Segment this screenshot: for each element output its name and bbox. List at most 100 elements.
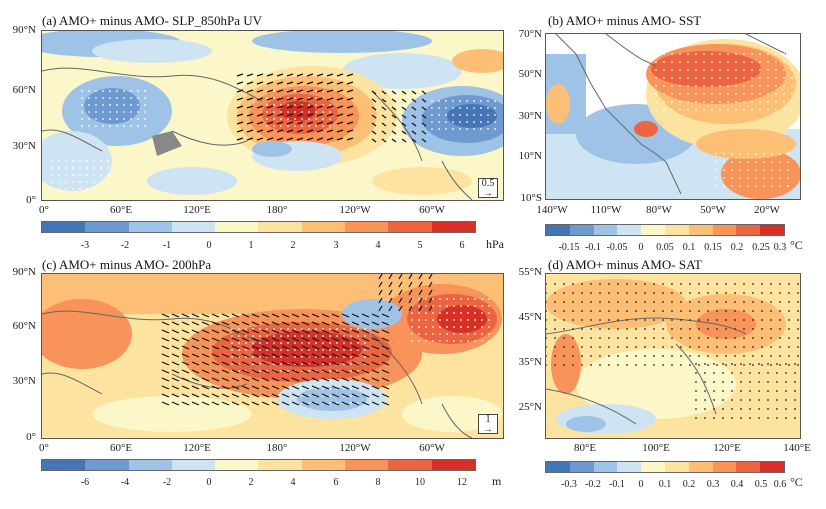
panel-a-cbar-label: 1 xyxy=(248,240,254,251)
slp-wind-map xyxy=(41,30,504,201)
panel-d-cbar-label: 0.6 xyxy=(773,479,787,490)
colorbar-swatch xyxy=(664,462,689,472)
panel-a-xtick: 0° xyxy=(39,204,49,216)
colorbar-swatch xyxy=(593,462,618,472)
colorbar-swatch xyxy=(301,222,346,232)
panel-c-xtick: 60°W xyxy=(419,442,445,454)
panel-c-xtick: 0° xyxy=(39,442,49,454)
panel-c-xtick: 60°E xyxy=(109,442,133,454)
panel-c-cbar-label: 10 xyxy=(415,477,425,488)
panel-a-title: (a) AMO+ minus AMO- SLP_850hPa UV xyxy=(42,13,263,28)
panel-c-ytick: 30°N xyxy=(12,375,36,387)
colorbar-swatch xyxy=(736,225,761,235)
colorbar-swatch xyxy=(569,462,594,472)
panel-a-cbar-label: 5 xyxy=(417,240,423,251)
panel-b-cbar-label: 0 xyxy=(638,242,644,253)
panel-c-ytick: 60°N xyxy=(12,320,36,332)
panel-a-ytick: 90°N xyxy=(12,24,36,36)
panel-d-cbar-label: 0.2 xyxy=(682,479,696,490)
panel-a-xtick: 60°E xyxy=(109,204,133,216)
panel-c-unit: m xyxy=(492,474,502,488)
panel-b-cbar-label: -0.05 xyxy=(606,242,628,253)
panel-c-cbar-label: 12 xyxy=(457,477,467,488)
colorbar-swatch xyxy=(617,462,642,472)
panel-b-cbar-label: 0.2 xyxy=(730,242,744,253)
panel-b-cbar-label: -0.15 xyxy=(558,242,580,253)
panel-b-xtick: 50°W xyxy=(700,204,726,216)
colorbar-swatch xyxy=(42,222,86,232)
colorbar-swatch xyxy=(215,222,259,232)
panel-a-xtick: 120°E xyxy=(183,204,211,216)
colorbar-swatch xyxy=(617,225,642,235)
panel-b-cbar-label: 0.3 xyxy=(773,242,787,253)
colorbar-swatch xyxy=(388,460,432,470)
colorbar-swatch xyxy=(546,462,570,472)
panel-b-title: (b) AMO+ minus AMO- SST xyxy=(548,13,702,28)
panel-d-cbar-label: -0.3 xyxy=(561,479,577,490)
panel-c-cbar-label: -2 xyxy=(162,477,172,488)
panel-d-ytick: 55°N xyxy=(518,266,542,278)
panel-b-colorbar xyxy=(545,224,785,236)
panel-d-cbar-label: 0.1 xyxy=(658,479,672,490)
colorbar-swatch xyxy=(688,225,713,235)
panel-c-cbar-label: 8 xyxy=(375,477,381,488)
panel-a-xtick: 180° xyxy=(266,204,288,216)
sst-field xyxy=(546,34,800,199)
sat-field xyxy=(546,274,800,438)
colorbar-swatch xyxy=(712,462,737,472)
colorbar-swatch xyxy=(128,222,172,232)
panel-a-cbar-label: -3 xyxy=(80,240,90,251)
panel-d-cbar-label: 0.5 xyxy=(754,479,768,490)
panel-c-cbar-label: 6 xyxy=(333,477,339,488)
panel-a-colorbar xyxy=(41,221,476,233)
panel-a-cbar-label: 0 xyxy=(206,240,212,251)
panel-d-ytick: 25°N xyxy=(518,401,542,413)
panel-c-xtick: 120°E xyxy=(183,442,211,454)
colorbar-swatch xyxy=(569,225,594,235)
colorbar-swatch xyxy=(593,225,618,235)
colorbar-swatch xyxy=(85,460,129,470)
panel-a-cbar-label: -1 xyxy=(162,240,172,251)
colorbar-swatch xyxy=(301,460,346,470)
panel-c-cbar-label: -6 xyxy=(80,477,90,488)
panel-b-ytick: 10°S xyxy=(520,192,542,204)
panel-d-xtick: 140°E xyxy=(783,442,811,454)
panel-b-cbar-label: 0.05 xyxy=(656,242,674,253)
panel-c-cbar-label: 4 xyxy=(290,477,296,488)
colorbar-swatch xyxy=(171,460,216,470)
panel-c-xtick: 180° xyxy=(266,442,288,454)
panel-d-ytick: 35°N xyxy=(518,356,542,368)
colorbar-swatch xyxy=(736,462,761,472)
colorbar-swatch xyxy=(431,460,475,470)
colorbar-swatch xyxy=(345,460,389,470)
colorbar-swatch xyxy=(42,460,86,470)
panel-b-ytick: 70°N xyxy=(518,28,542,40)
panel-c-cbar-label: 0 xyxy=(206,477,212,488)
colorbar-swatch xyxy=(85,222,129,232)
panel-d-cbar-label: -0.2 xyxy=(585,479,601,490)
panel-a-xtick: 120°W xyxy=(339,204,371,216)
sst-map xyxy=(545,33,801,200)
panel-b-cbar-label: 0.15 xyxy=(704,242,722,253)
panel-a-cbar-label: 6 xyxy=(459,240,465,251)
panel-d-xtick: 100°E xyxy=(642,442,670,454)
colorbar-swatch xyxy=(641,462,665,472)
panel-d-cbar-label: 0 xyxy=(638,479,644,490)
panel-c-cbar-label: -4 xyxy=(120,477,130,488)
panel-c-colorbar xyxy=(41,459,476,471)
colorbar-swatch xyxy=(171,222,216,232)
colorbar-swatch xyxy=(215,460,259,470)
colorbar-swatch xyxy=(258,460,302,470)
colorbar-swatch xyxy=(688,462,713,472)
colorbar-swatch xyxy=(760,225,784,235)
panel-c-cbar-label: 2 xyxy=(248,477,254,488)
panel-b-cbar-label: 0.25 xyxy=(752,242,770,253)
panel-b-xtick: 20°W xyxy=(754,204,780,216)
panel-b-cbar-label: 0.1 xyxy=(682,242,696,253)
panel-d-colorbar xyxy=(545,461,785,473)
colorbar-swatch xyxy=(712,225,737,235)
colorbar-swatch xyxy=(641,225,665,235)
panel-b-ytick: 30°N xyxy=(518,110,542,122)
panel-d-cbar-label: 0.3 xyxy=(706,479,720,490)
panel-c-ytick: 0° xyxy=(26,431,36,443)
